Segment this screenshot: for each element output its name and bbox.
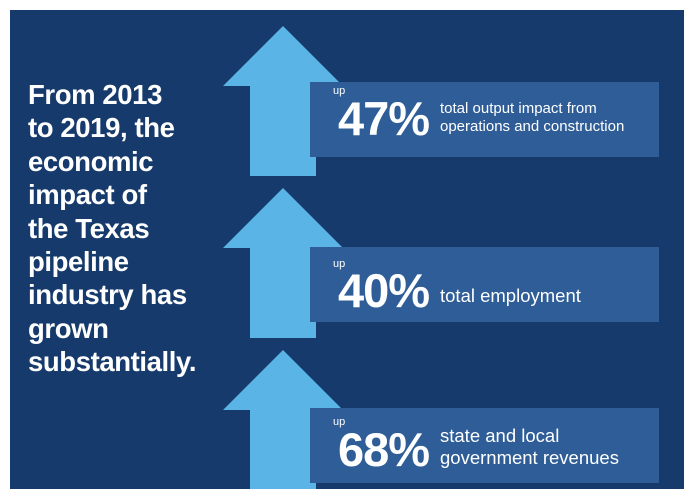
stat-description-line: government revenues (440, 447, 619, 468)
headline-line: grown (28, 312, 109, 344)
headline-line: From 2013 (28, 79, 162, 110)
stat-percent: 68% (338, 423, 430, 476)
headline-line: industry has (28, 279, 187, 311)
headline: From 2013 to 2019, the economic impact o… (28, 78, 228, 379)
headline-line: pipeline (28, 246, 129, 278)
stat-description-line: operations and construction (440, 118, 625, 135)
infographic-panel: From 2013 to 2019, the economic impact o… (10, 10, 684, 489)
stat-band: up 68% state and local government revenu… (310, 408, 659, 483)
stat-description: state and local government revenues (440, 425, 619, 469)
stat-up-label: up (333, 85, 346, 97)
stat-up-label: up (333, 416, 346, 428)
stat-description-line: total employment (440, 285, 581, 306)
headline-line: to 2019, the (28, 112, 175, 144)
headline-line: economic (28, 145, 154, 177)
stat-band: up 40% total employment (310, 247, 659, 322)
stat-percent: 40% (338, 264, 430, 317)
stat-up-label: up (333, 258, 346, 270)
stat-description: total employment (440, 285, 581, 307)
headline-line: the Texas (28, 212, 150, 244)
stat-description-line: total output impact from (440, 100, 597, 117)
headline-line: impact of (28, 179, 147, 211)
stat-description: total output impact from operations and … (440, 100, 624, 136)
stat-band: up 47% total output impact from operatio… (310, 82, 659, 157)
headline-line: substantially. (28, 346, 197, 378)
stat-percent: 47% (338, 92, 430, 145)
stat-description-line: state and local (440, 425, 560, 446)
